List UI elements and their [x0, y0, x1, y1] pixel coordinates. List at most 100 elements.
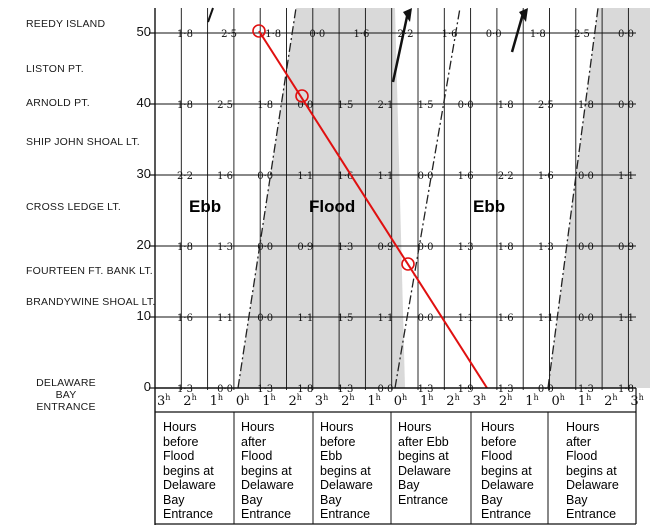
hour-axis-labels: 3h 2h 1h 0h 1h 2h 3h 2h 1h 0h 1h 2h 3h 2h 1h 0h 1h 2h 3h: [157, 393, 644, 409]
route-line: [258, 30, 488, 389]
hour-unit: h: [586, 393, 591, 402]
phase-label-flood: Flood: [309, 197, 356, 216]
y-tick-label: 40: [136, 95, 151, 110]
speed-value: 0·0: [257, 242, 273, 253]
hour-label: 3h: [315, 393, 328, 409]
speed-value: 1·6: [337, 171, 353, 182]
hour-label: 0h: [394, 393, 407, 409]
hour-unit: h: [323, 393, 328, 402]
y-tick-label: 20: [136, 237, 151, 252]
hour-number: 0: [552, 394, 560, 409]
speed-value: 0·0: [538, 384, 554, 395]
route-overlay: [252, 24, 488, 389]
hour-label: 1h: [420, 393, 433, 409]
hour-number: 2: [289, 394, 297, 409]
flood-band: [548, 8, 650, 388]
speed-value: 1·3: [578, 384, 594, 395]
hour-number: 1: [262, 394, 270, 409]
speed-value: 1·3: [538, 242, 554, 253]
speed-value: 1·8: [265, 29, 281, 40]
legend-cell-hours-after-ebb: Hours after Ebb begins at Delaware Bay E…: [398, 420, 451, 507]
y-tick-label: 10: [136, 308, 151, 323]
speed-value: 0·0: [257, 313, 273, 324]
hour-label: 2h: [604, 393, 617, 409]
direction-arrow: [510, 9, 526, 53]
speed-value: 1·8: [177, 29, 193, 40]
speed-value: 1·6: [498, 313, 514, 324]
hour-label: 3h: [157, 393, 170, 409]
hour-label: 1h: [367, 393, 380, 409]
hour-unit: h: [297, 393, 302, 402]
hour-label: 3h: [473, 393, 486, 409]
speed-value: 1·8: [297, 384, 313, 395]
y-tick-label: 30: [136, 166, 151, 181]
hour-label: 2h: [499, 393, 512, 409]
speed-value: 1·9: [458, 384, 474, 395]
speed-value: 0·9: [378, 242, 394, 253]
hour-label: 0h: [236, 393, 249, 409]
speed-value: 2·5: [538, 100, 554, 111]
arrowhead: [403, 8, 412, 22]
hour-number: 0: [394, 394, 402, 409]
speed-value: 1·8: [177, 100, 193, 111]
legend-cell-hours-after-flood: Hours after Flood begins at Delaware Bay…: [566, 420, 619, 521]
hour-number: 1: [525, 394, 533, 409]
hour-unit: h: [270, 393, 275, 402]
station-label-fourteen-ft-bank: FOURTEEN FT. BANK LT.: [26, 265, 153, 277]
axes-frame: [149, 8, 637, 525]
hour-label: 2h: [446, 393, 459, 409]
flood-shading: [238, 8, 650, 388]
speed-value: 1·3: [498, 384, 514, 395]
hour-unit: h: [507, 393, 512, 402]
hour-number: 1: [578, 394, 586, 409]
hour-label: 1h: [578, 393, 591, 409]
station-label-arnold-pt: ARNOLD PT.: [26, 97, 90, 109]
speed-value: 2·2: [398, 29, 414, 40]
hour-unit: h: [533, 393, 538, 402]
direction-arrow: [391, 11, 410, 83]
hour-number: 3: [315, 394, 323, 409]
phase-label-ebb: Ebb: [189, 197, 222, 216]
speed-value: 1·1: [618, 313, 634, 324]
route-marker: [252, 24, 266, 38]
slack-water-line: [394, 7, 461, 389]
speed-value: 0·0: [418, 313, 434, 324]
speed-value: 2·5: [574, 29, 590, 40]
speed-value: 1·3: [337, 242, 353, 253]
hour-label: 1h: [210, 393, 223, 409]
hour-label: 1h: [262, 393, 275, 409]
speed-value: 0·0: [578, 313, 594, 324]
speed-value: 0·0: [578, 171, 594, 182]
current-speed-values: 1·8 2·5 1·8 0·0 1·6 2·2 1·6 0·0 1·8 2·5 0·0 1·8 2·5 1…: [177, 29, 634, 395]
speed-value: 1·1: [538, 313, 554, 324]
hour-number: 3: [473, 394, 481, 409]
speed-value: 1·3: [337, 384, 353, 395]
hour-unit: h: [639, 393, 644, 402]
speed-value: 1·1: [297, 313, 313, 324]
hour-number: 2: [499, 394, 507, 409]
hour-unit: h: [165, 393, 170, 402]
speed-value: 0·9: [297, 242, 313, 253]
flood-band: [238, 8, 405, 388]
speed-value: 1·1: [378, 313, 394, 324]
speed-value: 1·8: [177, 242, 193, 253]
speed-value: 0·0: [217, 384, 233, 395]
hour-number: 1: [210, 394, 218, 409]
hour-label: 2h: [341, 393, 354, 409]
speed-value: 1·6: [217, 171, 233, 182]
station-label-delaware-bay-entrance: DELAWARE BAY ENTRANCE: [36, 377, 96, 413]
legend-cell-hours-before-ebb: Hours before Ebb begins at Delaware Bay …: [320, 420, 373, 521]
hour-unit: h: [218, 393, 223, 402]
speed-value: 0·0: [458, 100, 474, 111]
speed-value: 1·3: [217, 242, 233, 253]
speed-value: 1·8: [530, 29, 546, 40]
hour-number: 2: [446, 394, 454, 409]
speed-value: 1·6: [353, 29, 369, 40]
route-marker: [401, 257, 415, 271]
hour-label: 3h: [630, 393, 643, 409]
station-label-cross-ledge: CROSS LEDGE LT.: [26, 201, 121, 213]
speed-value: 0·0: [378, 384, 394, 395]
speed-value: 2·1: [378, 100, 394, 111]
slack-water-line: [237, 7, 297, 389]
